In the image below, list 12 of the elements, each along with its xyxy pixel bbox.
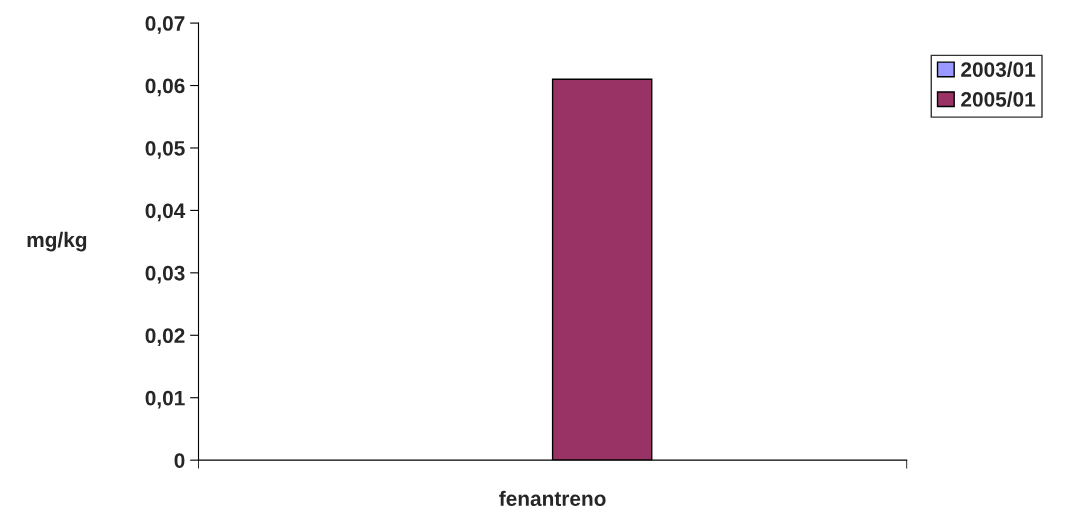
legend-label: 2005/01	[961, 91, 1036, 107]
y-tick-label: 0,03	[145, 265, 185, 284]
y-axis-title: mg/kg	[27, 231, 87, 252]
y-tick-label: 0,06	[145, 78, 185, 97]
y-tick-label: 0	[174, 453, 185, 468]
y-tick-label: 0,05	[145, 140, 185, 159]
legend-label: 2003/01	[961, 61, 1036, 78]
y-tick-label: 0,01	[145, 390, 185, 409]
x-tick-label: fenantreno	[499, 490, 606, 507]
y-tick-label: 0,07	[145, 16, 185, 34]
y-tick-label: 0,04	[145, 203, 186, 222]
y-tick-label: 0,02	[145, 328, 185, 347]
